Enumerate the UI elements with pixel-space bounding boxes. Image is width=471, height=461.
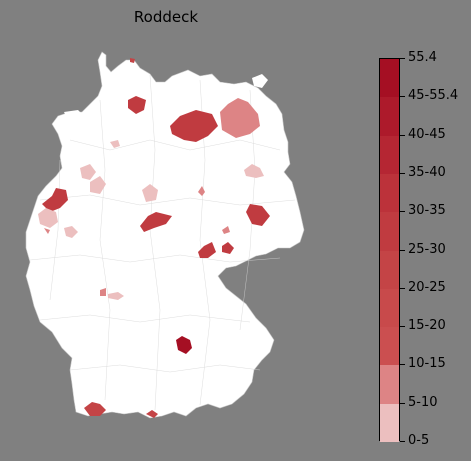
region-mannheim — [100, 288, 106, 296]
colored-districts — [38, 58, 270, 418]
colorbar-tick — [400, 441, 405, 442]
colorbar-tick — [400, 58, 405, 59]
colorbar-segment — [380, 173, 399, 213]
colorbar-segment — [380, 288, 399, 328]
region-plauen — [222, 226, 230, 234]
colorbar-tick — [400, 173, 405, 174]
region-vorpommern — [220, 98, 260, 138]
colorbar-tick — [400, 211, 405, 212]
colorbar-segment — [380, 403, 399, 443]
colorbar-tick-label: 5-10 — [408, 395, 438, 410]
colorbar-segment — [380, 59, 399, 98]
colorbar-tick-label: 30-35 — [408, 203, 446, 218]
colorbar-segment — [380, 327, 399, 366]
colorbar-tick — [400, 135, 405, 136]
colorbar-tick-label: 0-5 — [408, 433, 430, 448]
colorbar-tick-label: 20-25 — [408, 280, 446, 295]
colorbar — [379, 58, 400, 443]
colorbar-segment — [380, 135, 399, 175]
region-muenster — [42, 188, 68, 212]
region-north-small — [130, 58, 135, 63]
colorbar-segment — [380, 97, 399, 137]
region-hannover — [142, 184, 158, 202]
region-schleswig — [128, 96, 146, 114]
colorbar-tick — [400, 403, 405, 404]
region-ruhr — [38, 208, 58, 228]
map-title: Roddeck — [133, 8, 199, 26]
region-bodensee — [84, 402, 106, 416]
region-berlin-east — [244, 164, 264, 178]
region-harz — [198, 186, 205, 196]
colorbar-segment — [380, 212, 399, 251]
colorbar-tick — [400, 250, 405, 251]
colorbar-tick-label: 15-20 — [408, 318, 446, 333]
island-north — [64, 110, 82, 116]
region-aachen — [64, 226, 78, 238]
colorbar-tick-label: 25-30 — [408, 242, 446, 257]
colorbar-tick-label: 40-45 — [408, 127, 446, 142]
colorbar-tick-label: 10-15 — [408, 356, 446, 371]
region-koeln — [44, 228, 50, 234]
colorbar-segment — [380, 365, 399, 405]
colorbar-tick-label: 35-40 — [408, 165, 446, 180]
colorbar-tick — [400, 96, 405, 97]
island-ruegen — [252, 74, 268, 88]
region-goettingen — [140, 212, 172, 232]
region-bremen-area — [110, 140, 120, 148]
germany-choropleth-map — [25, 51, 305, 419]
region-dresden-north — [246, 204, 270, 226]
germany-outline — [25, 51, 305, 419]
region-lower-small — [108, 292, 124, 300]
region-ingolstadt — [176, 336, 192, 354]
colorbar-segment — [380, 250, 399, 290]
colorbar-tick-label: 45-55.4 — [408, 88, 459, 103]
region-chemnitz — [222, 242, 234, 254]
region-mecklenburg — [170, 110, 218, 142]
region-allgaeu — [146, 410, 158, 418]
colorbar-tick — [400, 288, 405, 289]
region-osnabrueck — [80, 164, 106, 194]
region-leipzig — [198, 242, 216, 258]
colorbar-tick — [400, 326, 405, 327]
colorbar-tick-label: 55.4 — [408, 50, 437, 65]
colorbar-tick — [400, 364, 405, 365]
